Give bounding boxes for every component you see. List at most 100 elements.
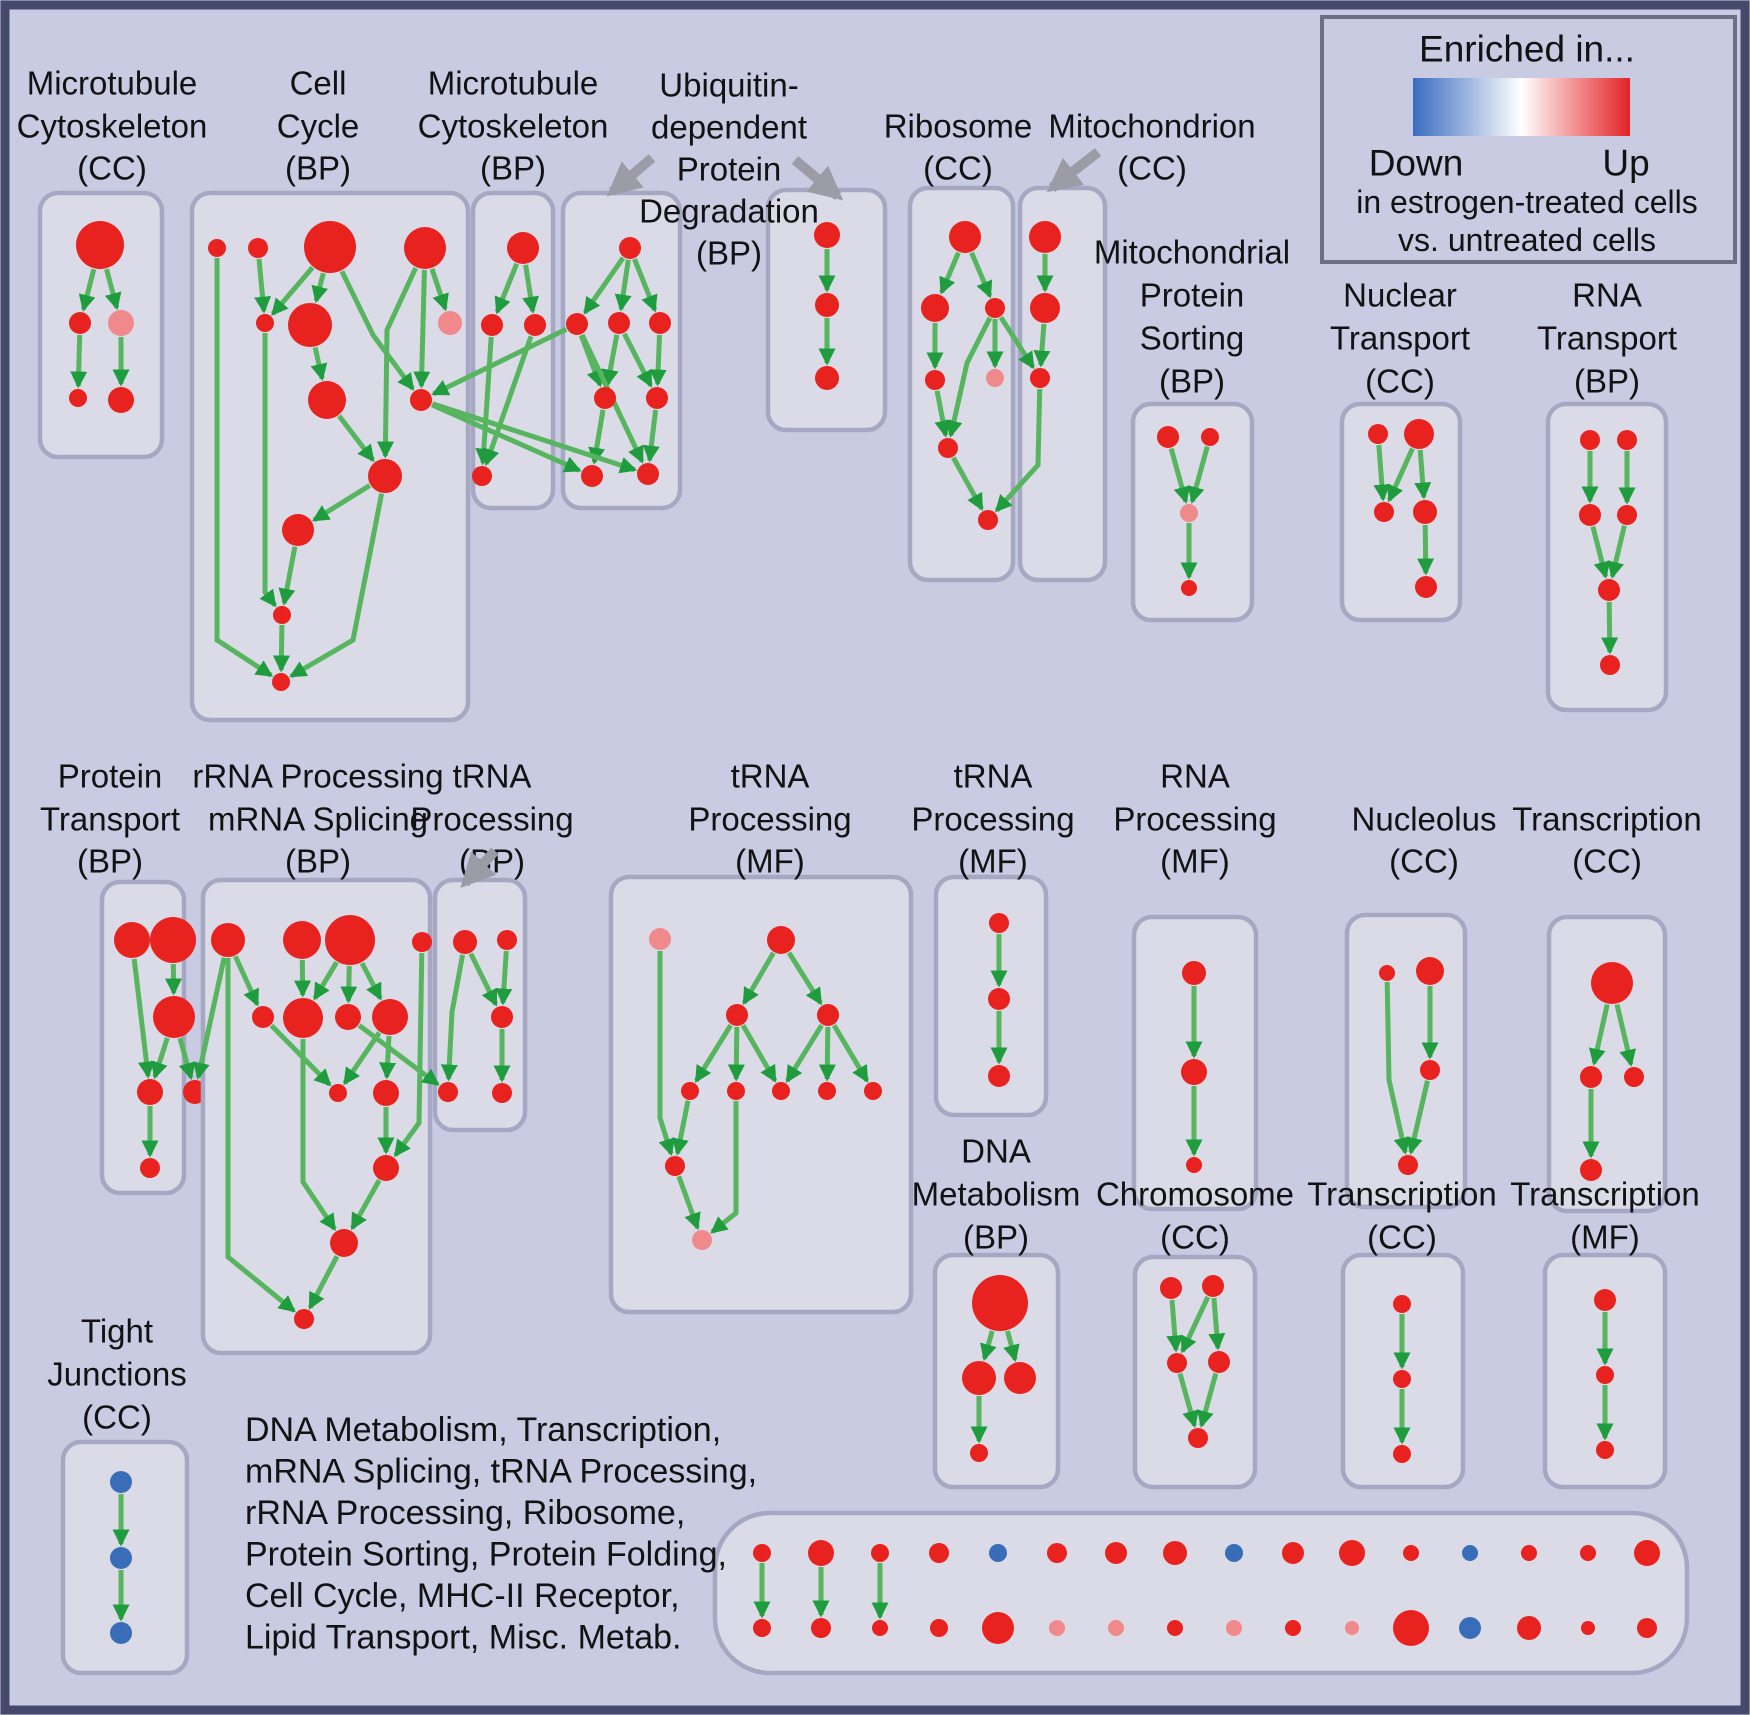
node-ms1 — [1157, 426, 1179, 448]
edge-cc8-cc10 — [337, 414, 375, 463]
cluster-rna-processing-mf — [1131, 914, 1259, 1212]
cluster-label-rna-processing-mf-line1: RNA — [1160, 758, 1230, 795]
node-cc7 — [438, 311, 462, 335]
annotation-line-4: Protein Sorting, Protein Folding, — [245, 1536, 727, 1574]
cluster-label-protein-transport-line2: Transport — [40, 801, 180, 838]
edge-ub1-ub4 — [632, 258, 658, 313]
cluster-label-mt-bp-line1: Microtubule — [428, 65, 599, 102]
node-um2 — [646, 387, 668, 409]
edge-ub2-cc9 — [431, 327, 568, 397]
cluster-label-mt-cc-line1: Microtubule — [27, 65, 198, 102]
node-p1 — [1182, 961, 1206, 985]
node-misc-bottom-14 — [1581, 1621, 1595, 1635]
node-r1 — [211, 923, 245, 957]
node-g1 — [649, 928, 671, 950]
node-misc-top-7 — [1163, 1541, 1187, 1565]
node-d4 — [970, 1444, 988, 1462]
cluster-cell-cycle — [189, 190, 471, 723]
node-cc2 — [248, 238, 268, 258]
cluster-label-mitochondrion-line2: (CC) — [1117, 150, 1187, 187]
legend-subtitle-2: vs. untreated cells — [1398, 222, 1656, 258]
edge-cc4-cc10 — [376, 266, 418, 459]
node-d1 — [972, 1275, 1028, 1331]
edge-ch2-ch3 — [1180, 1295, 1211, 1354]
node-misc-top-13 — [1521, 1545, 1537, 1561]
node-t1 — [453, 930, 477, 954]
node-rG — [978, 510, 998, 530]
edge-r11-r12 — [350, 1178, 382, 1231]
node-ch4 — [1208, 1351, 1230, 1373]
node-mc3 — [108, 310, 134, 336]
edge-g1-g10 — [657, 951, 675, 1157]
node-misc-bottom-1 — [811, 1618, 831, 1638]
node-ub2 — [566, 313, 588, 335]
cluster-rna-transport — [1545, 401, 1669, 713]
edge-r1-r5 — [233, 955, 260, 1007]
edge-r8-r10 — [379, 1035, 397, 1080]
cross-cluster-edges — [192, 315, 1043, 1087]
cluster-label-nuclear-transport-line3: (CC) — [1365, 363, 1435, 400]
cluster-box-ubiquitin — [560, 190, 683, 511]
cluster-box-nuclear-transport — [1339, 401, 1463, 623]
cluster-label-trna-mf-small-line3: (MF) — [958, 843, 1028, 880]
cluster-transcription-cc-mid — [1546, 914, 1668, 1214]
edge-r3-r7 — [340, 965, 358, 1004]
node-misc-top-1 — [808, 1540, 834, 1566]
cluster-nuclear-transport — [1339, 401, 1463, 623]
node-n1 — [1379, 965, 1395, 981]
node-pt4 — [137, 1079, 163, 1105]
node-rt3 — [1579, 504, 1601, 526]
node-misc-top-2 — [871, 1544, 889, 1562]
cluster-label-mito-protein-sorting-line1: Mitochondrial — [1094, 234, 1290, 271]
edge-cc11-cc12 — [278, 546, 298, 606]
edge-g4-g9 — [831, 1024, 870, 1083]
cluster-label-trna-mf-large-line3: (MF) — [735, 843, 805, 880]
node-misc-bottom-10 — [1345, 1621, 1359, 1635]
cluster-label-trna-mf-large-line1: tRNA — [731, 758, 810, 795]
edge-r7-t4 — [357, 1023, 440, 1087]
edge-rt4-rt5 — [1607, 525, 1627, 579]
node-g4 — [817, 1004, 839, 1026]
cluster-transcription-mf — [1542, 1252, 1668, 1490]
node-ms2 — [1201, 428, 1219, 446]
edge-r8-r9 — [342, 1031, 382, 1086]
node-cc12 — [273, 606, 291, 624]
node-ch5 — [1188, 1428, 1208, 1448]
node-cc3 — [304, 221, 356, 273]
node-r13 — [294, 1309, 314, 1329]
edge-um2-ubm2 — [642, 409, 660, 463]
edge-t2-t3 — [495, 950, 513, 1006]
edge-rA-rC — [969, 251, 993, 299]
edge-t1-t3 — [468, 952, 499, 1007]
cluster-label-nuclear-transport-line2: Transport — [1330, 320, 1470, 357]
cluster-label-rna-transport-line1: RNA — [1572, 277, 1642, 314]
node-n3 — [1420, 1060, 1440, 1080]
cluster-trna-bp — [432, 877, 528, 1133]
node-pt6 — [140, 1158, 160, 1178]
node-ub3 — [608, 312, 630, 334]
node-ch3 — [1167, 1353, 1187, 1373]
edge-nt1-nt3 — [1373, 444, 1391, 502]
edge-cc3-cc5 — [270, 265, 315, 316]
node-um1 — [594, 387, 616, 409]
edge-cc3-cc9 — [339, 270, 415, 391]
pointer-arrow-3 — [1046, 148, 1102, 193]
node-r4 — [412, 932, 432, 952]
node-nt5 — [1415, 576, 1437, 598]
edge-rD-rF — [934, 390, 952, 438]
node-tc1 — [1393, 1295, 1411, 1313]
cluster-trna-mf-large — [608, 874, 914, 1315]
node-misc-bottom-2 — [872, 1620, 888, 1636]
cluster-label-trna-bp-line1: tRNA — [453, 758, 532, 795]
node-tc2 — [1393, 1370, 1411, 1388]
node-t4 — [438, 1082, 458, 1102]
edge-mH-rG — [994, 388, 1043, 513]
edge-cc4-cc9 — [413, 269, 431, 389]
node-cc9 — [410, 389, 432, 411]
edge-g3-g7 — [740, 1024, 778, 1083]
node-pt3 — [153, 996, 195, 1038]
node-rt2 — [1617, 430, 1637, 450]
cluster-label-trna-mf-small-line2: Processing — [911, 801, 1074, 838]
edge-r3-r6 — [312, 961, 339, 1001]
